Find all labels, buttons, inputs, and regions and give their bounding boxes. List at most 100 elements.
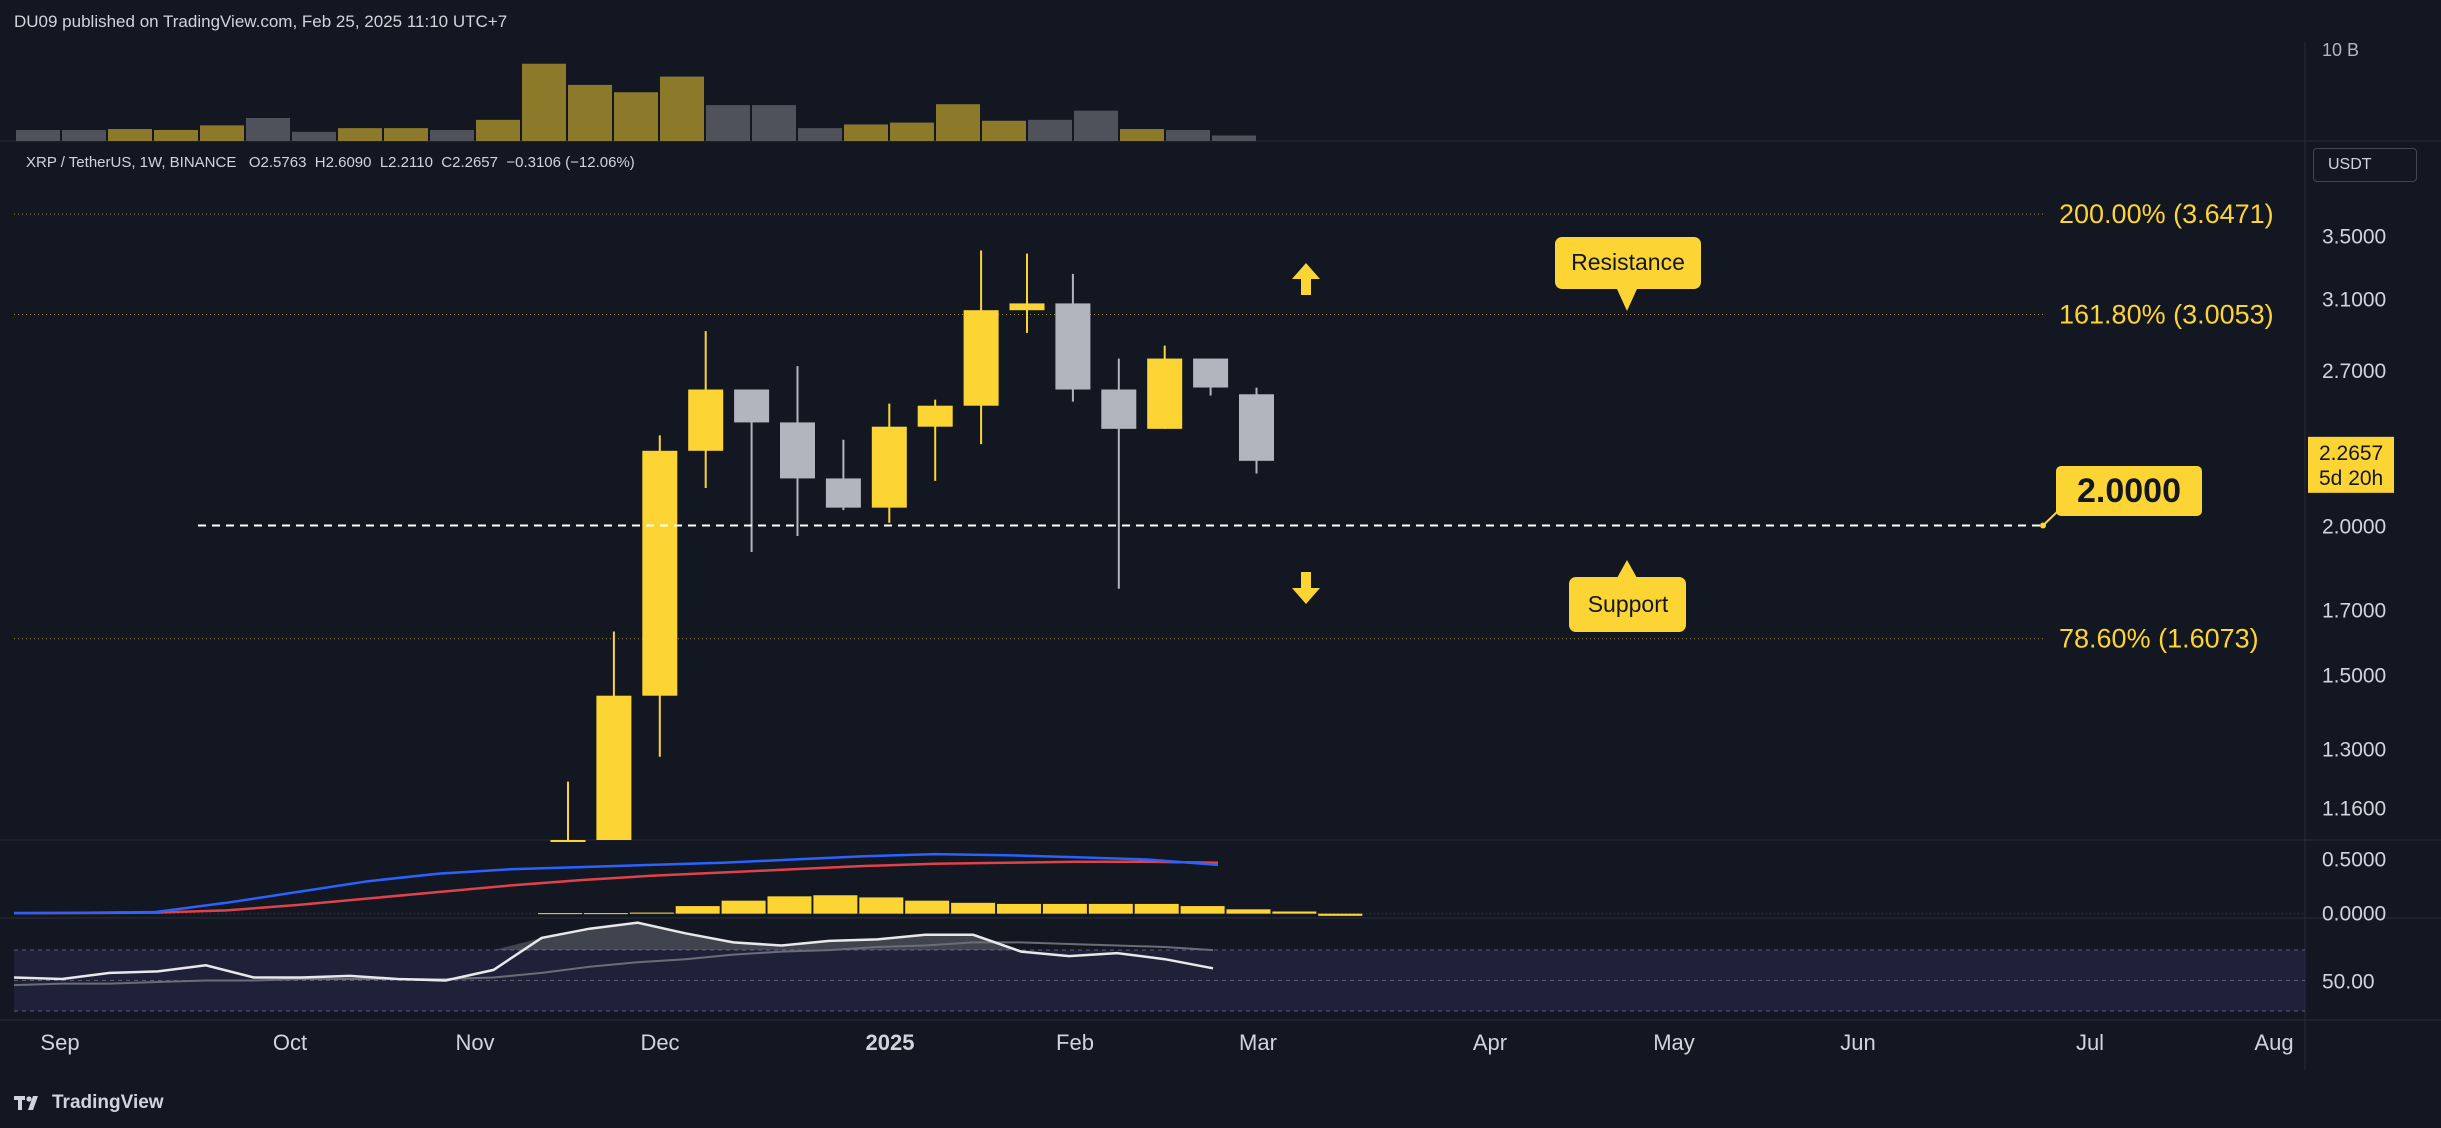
macd-histogram-bar <box>1088 903 1133 914</box>
rsi-tick-label: 50.00 <box>2322 971 2375 994</box>
volume-bar <box>246 118 290 141</box>
ohlc-legend: XRP / TetherUS, 1W, BINANCE O2.5763 H2.6… <box>26 154 635 171</box>
volume-bar <box>1074 110 1118 141</box>
candle-body <box>871 426 907 508</box>
volume-bar <box>154 129 198 141</box>
legend-symbol: XRP / TetherUS, 1W, BINANCE <box>26 154 237 171</box>
time-tick-label: Mar <box>1239 1030 1277 1055</box>
rsi-overbought-fill <box>14 922 1213 951</box>
time-tick-label: Apr <box>1473 1030 1507 1055</box>
volume-bar <box>1212 135 1256 141</box>
time-tick-label: Jul <box>2076 1030 2104 1055</box>
price-tick-label: 1.5000 <box>2322 665 2386 688</box>
fib-label: 200.00% (3.6471) <box>2059 199 2274 229</box>
volume-bar <box>752 105 796 141</box>
volume-bar <box>476 119 520 141</box>
macd-histogram-bar <box>1272 911 1317 914</box>
candle-body <box>1147 358 1183 429</box>
price-tick-label: 2.7000 <box>2322 360 2386 383</box>
macd-histogram-bar <box>767 896 812 914</box>
fib-label: 78.60% (1.6073) <box>2059 624 2259 654</box>
time-tick-label: Oct <box>273 1030 307 1055</box>
candle <box>825 439 861 511</box>
volume-bar <box>1120 129 1164 141</box>
macd-line <box>13 852 1219 915</box>
last-price-countdown: 5d 20h <box>2319 467 2383 490</box>
volume-bar <box>568 84 612 141</box>
volume-bar <box>522 63 566 141</box>
candle <box>1055 273 1091 402</box>
volume-bar <box>338 128 382 141</box>
volume-bar <box>430 129 474 141</box>
volume-bar <box>982 120 1026 141</box>
candle-body <box>963 310 999 406</box>
axes: 3.5000 3.1000 2.7000 2.0000 1.7000 1.5000 1.30… <box>40 225 2394 1055</box>
key-level-label: 2.0000 <box>2077 472 2181 510</box>
resistance-label: Resistance <box>1571 249 1685 275</box>
macd-histogram-bar <box>951 902 996 914</box>
volume-axis-label: 10 B <box>2322 40 2359 60</box>
currency-selector[interactable]: USDT <box>2313 148 2417 182</box>
annotations: Resistance Support <box>1292 237 1701 632</box>
time-tick-label: Nov <box>455 1030 494 1055</box>
candle-body <box>1239 394 1274 461</box>
fib-label: 161.80% (3.0053) <box>2059 299 2274 329</box>
top-bar: DU09 published on TradingView.com, Feb 2… <box>0 0 2441 42</box>
last-price-box <box>2308 436 2394 493</box>
candle-body <box>1009 303 1045 311</box>
rsi-pane <box>13 921 2305 1012</box>
macd-histogram-bar <box>1318 913 1363 916</box>
time-tick-label: May <box>1653 1030 1695 1055</box>
macd-histogram-bar <box>721 900 766 914</box>
macd-pane <box>13 852 2305 916</box>
macd-histogram-bar <box>583 913 628 915</box>
candle <box>734 389 770 553</box>
candle-body <box>642 450 678 696</box>
legend-high: H2.6090 <box>314 154 372 171</box>
footer-bar <box>0 1080 2441 1128</box>
support-label: Support <box>1588 591 1669 617</box>
pane-separators <box>0 42 2441 1070</box>
brand-name: TradingView <box>52 1092 164 1113</box>
published-label: DU09 published on TradingView.com, Feb 2… <box>14 12 508 31</box>
macd-tick-label: 0.5000 <box>2322 849 2386 872</box>
volume-bar <box>706 105 750 141</box>
brand[interactable]: TradingView <box>14 1092 164 1114</box>
currency-label: USDT <box>2328 156 2372 173</box>
candle-body <box>1193 358 1229 388</box>
volume-bar <box>200 125 244 141</box>
macd-histogram-bar <box>1134 903 1179 914</box>
macd-histogram-bar <box>859 897 904 914</box>
price-tick-label: 3.1000 <box>2322 288 2386 311</box>
price-tick-label: 2.0000 <box>2322 515 2386 538</box>
macd-signal-line <box>13 860 1219 915</box>
volume-bar <box>798 128 842 141</box>
time-tick-label: Feb <box>1056 1030 1094 1055</box>
resistance-box <box>1555 237 1701 289</box>
resistance-pointer <box>1617 289 1637 311</box>
candle-body <box>825 478 861 508</box>
candles[interactable] <box>550 250 1275 842</box>
time-tick-label: Aug <box>2254 1030 2293 1055</box>
candle <box>1193 358 1229 396</box>
support-box <box>1569 577 1686 632</box>
fib-levels: 200.00% (3.6471) 161.80% (3.0053) 78.60% (… <box>14 199 2274 654</box>
macd-histogram-bar <box>905 900 950 914</box>
price-tick-label: 1.3000 <box>2322 739 2386 762</box>
macd-histogram-bar <box>675 906 720 914</box>
time-tick-label: 2025 <box>866 1030 915 1055</box>
candle <box>963 250 999 445</box>
candle <box>550 781 586 842</box>
macd-tick-label: 0.0000 <box>2322 903 2386 926</box>
volume-bar <box>16 129 60 141</box>
candle-body <box>734 389 770 423</box>
candle-body <box>1101 389 1137 429</box>
price-tick-label: 3.5000 <box>2322 225 2386 248</box>
support-callout: Support <box>1569 560 1686 632</box>
candle <box>780 366 815 536</box>
legend-change: −0.3106 (−12.06%) <box>506 154 635 171</box>
macd-histogram-bar <box>538 913 582 915</box>
